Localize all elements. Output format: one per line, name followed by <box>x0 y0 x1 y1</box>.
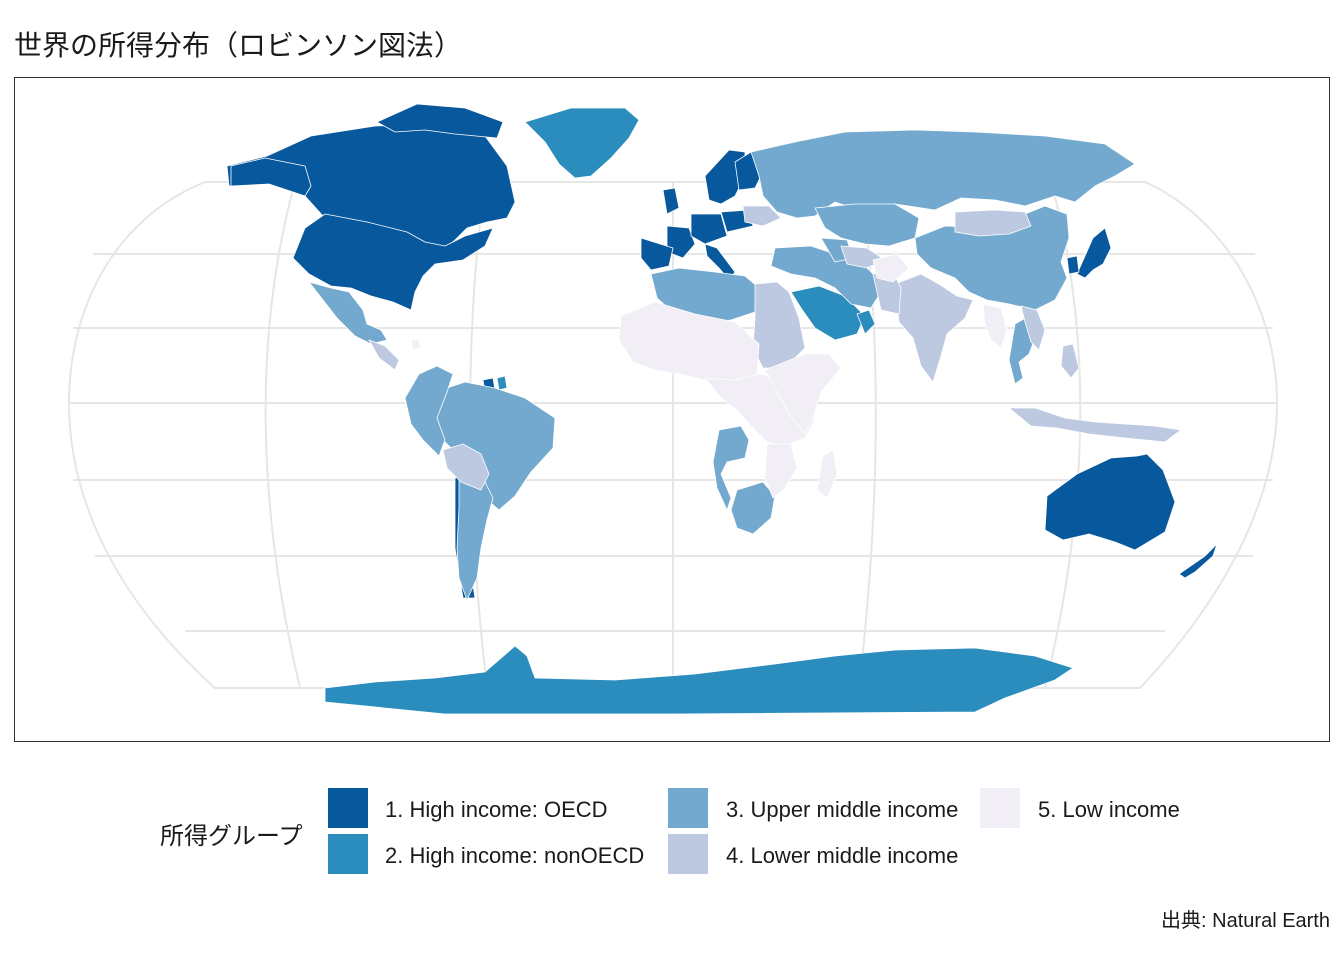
country-south-korea <box>1066 255 1080 275</box>
country-uae-oman <box>856 309 876 335</box>
legend-key-3 <box>668 788 708 828</box>
country-india <box>894 273 974 383</box>
country-uk <box>662 187 680 215</box>
source-caption: 出典: Natural Earth <box>1161 910 1330 932</box>
country-vietnam-laos <box>1020 305 1046 351</box>
country-east-africa <box>764 353 842 435</box>
map-title: 世界の所得分布（ロビンソン図法） <box>14 29 463 62</box>
country-mozambique <box>764 443 798 499</box>
country-french-guiana <box>496 375 508 391</box>
legend-key-1 <box>328 788 368 828</box>
country-afghanistan <box>872 253 910 283</box>
country-canada-arctic-islands <box>376 103 504 139</box>
country-haiti <box>410 339 422 351</box>
country-central-america <box>368 339 400 371</box>
country-argentina <box>456 475 494 601</box>
country-usa-alaska <box>230 157 312 197</box>
country-kazakhstan <box>814 203 920 247</box>
legend-key-2 <box>328 834 368 874</box>
legend-key-4 <box>668 834 708 874</box>
world-map <box>67 103 1279 715</box>
country-ukraine <box>742 205 782 227</box>
country-antarctica <box>324 645 1074 715</box>
country-indonesia <box>1008 407 1182 443</box>
legend-label-5: 5. Low income <box>1038 797 1180 822</box>
country-greenland <box>524 107 640 179</box>
map-panel <box>14 77 1330 742</box>
country-spain <box>640 237 674 271</box>
country-myanmar <box>982 303 1008 349</box>
countries <box>226 103 1218 715</box>
legend-title: 所得グループ <box>160 822 303 850</box>
country-bolivia-paraguay <box>442 443 490 491</box>
legend-key-5 <box>980 788 1020 828</box>
country-brazil <box>434 381 556 511</box>
country-angola-namibia <box>712 425 750 511</box>
country-philippines <box>1060 343 1080 379</box>
country-madagascar <box>816 449 838 499</box>
country-australia <box>1044 453 1176 551</box>
country-germany <box>690 213 728 245</box>
country-russia <box>750 129 1136 219</box>
country-mongolia <box>954 209 1032 237</box>
legend-label-4: 4. Lower middle income <box>726 843 959 868</box>
legend-label-1: 1. High income: OECD <box>385 797 608 822</box>
country-andes <box>404 365 454 457</box>
country-south-africa <box>730 481 776 535</box>
legend-label-2: 2. High income: nonOECD <box>385 843 645 868</box>
country-japan <box>1076 227 1112 279</box>
country-new-zealand <box>1178 543 1218 579</box>
country-usa <box>292 213 494 311</box>
legend-label-3: 3. Upper middle income <box>726 797 959 822</box>
country-mexico <box>308 281 388 345</box>
